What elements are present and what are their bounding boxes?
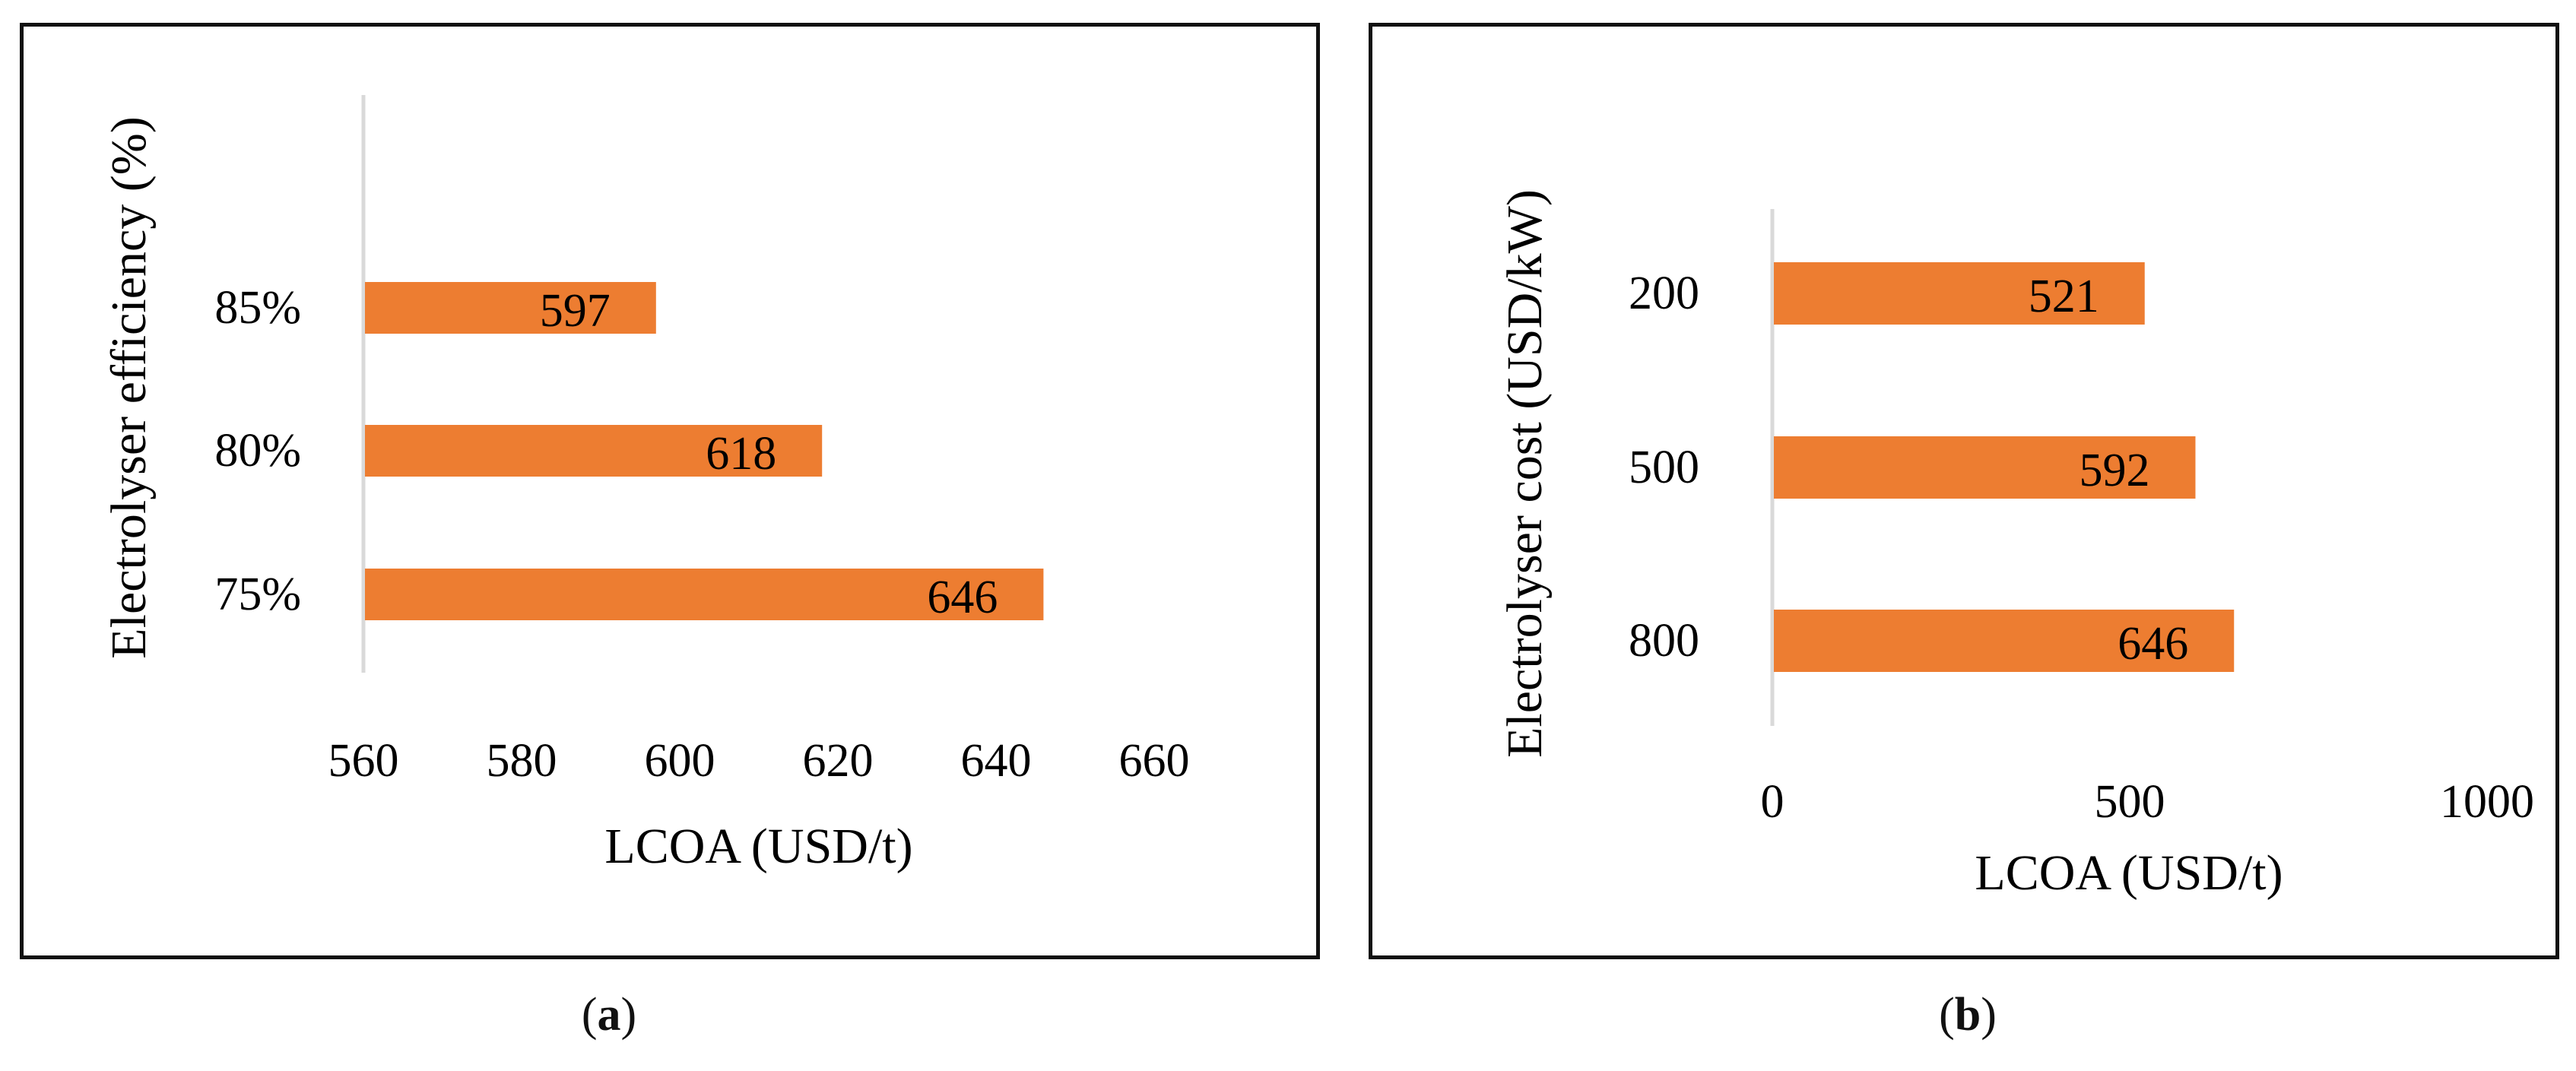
x-tick-label: 600 — [645, 735, 715, 787]
bar — [1774, 262, 2145, 325]
category-label: 80% — [214, 425, 301, 477]
bar — [365, 569, 1044, 620]
y-axis-title: Electrolyser efficiency (%) — [101, 116, 157, 658]
x-tick-label: 580 — [487, 735, 557, 787]
caption-b: (b) — [1939, 989, 1997, 1041]
data-label: 646 — [2118, 618, 2188, 670]
bar — [365, 425, 823, 477]
bar — [1774, 436, 2196, 499]
data-label: 646 — [927, 572, 998, 623]
x-axis-title: LCOA (USD/t) — [1975, 845, 2283, 901]
chart-a-svg: 85% 597 80% 618 75% 646 560 580 600 620 640 660 LCOA… — [101, 95, 1190, 874]
bar — [365, 282, 656, 334]
x-tick-label: 660 — [1119, 735, 1190, 787]
x-tick-label: 560 — [328, 735, 399, 787]
x-tick-label: 1000 — [2440, 776, 2534, 828]
y-axis-title: Electrolyser cost (USD/kW) — [1497, 189, 1553, 758]
x-tick-label: 0 — [1761, 776, 1784, 828]
chart-b-svg: 200 521 500 592 800 646 0 500 1000 LCOA (USD/t) El… — [1497, 189, 2534, 901]
chart-panel-a: 85% 597 80% 618 75% 646 560 580 600 620 640 660 LCOA… — [20, 23, 1320, 959]
bar — [1774, 610, 2235, 672]
data-label: 521 — [2029, 271, 2099, 322]
x-axis-title: LCOA (USD/t) — [604, 819, 912, 874]
caption-a: (a) — [581, 989, 637, 1041]
x-tick-label: 620 — [803, 735, 874, 787]
data-label: 597 — [540, 285, 611, 337]
data-label: 592 — [2079, 445, 2149, 496]
category-label: 200 — [1629, 268, 1699, 319]
category-label: 500 — [1629, 442, 1699, 493]
data-label: 618 — [706, 428, 776, 480]
x-tick-label: 640 — [961, 735, 1032, 787]
category-label: 85% — [214, 282, 301, 334]
chart-panel-b: 200 521 500 592 800 646 0 500 1000 LCOA (USD/t) El… — [1369, 23, 2559, 959]
category-label: 75% — [214, 569, 301, 620]
x-tick-label: 500 — [2095, 776, 2165, 828]
category-label: 800 — [1629, 615, 1699, 667]
